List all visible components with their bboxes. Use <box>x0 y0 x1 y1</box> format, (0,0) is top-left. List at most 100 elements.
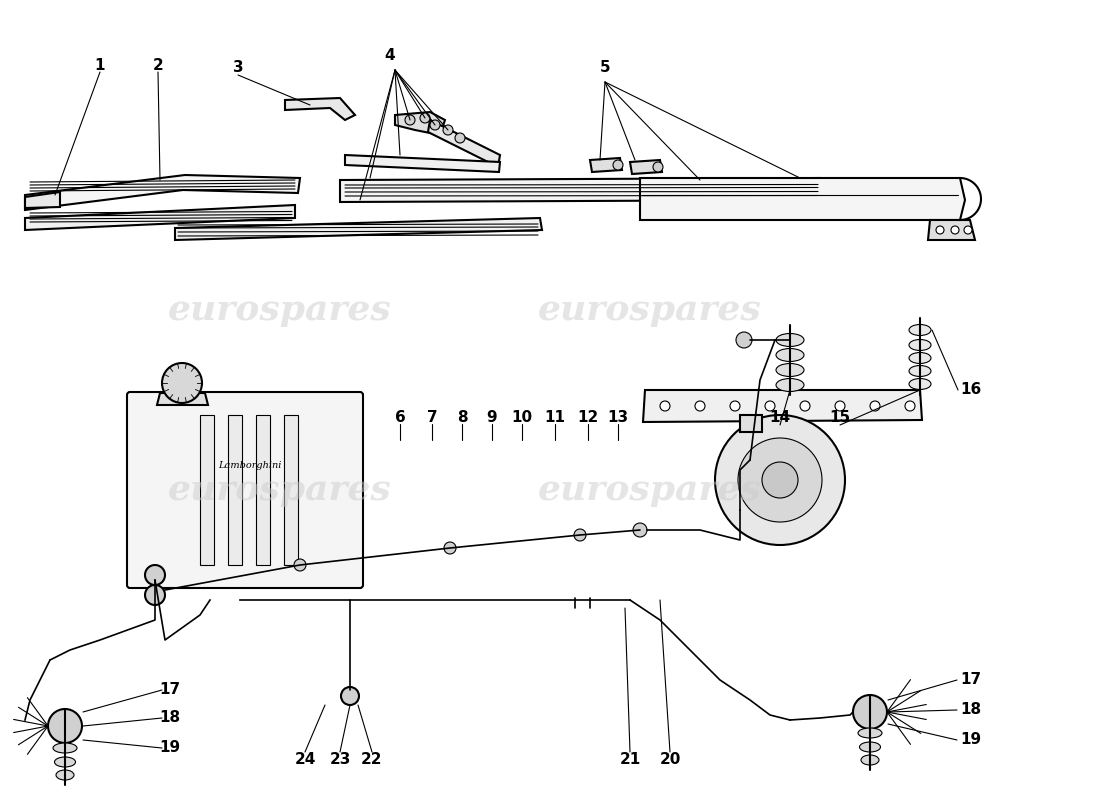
Polygon shape <box>157 393 208 405</box>
Polygon shape <box>395 112 446 135</box>
Circle shape <box>405 115 415 125</box>
Ellipse shape <box>909 339 931 350</box>
Circle shape <box>800 401 810 411</box>
Ellipse shape <box>56 770 74 780</box>
Circle shape <box>964 226 972 234</box>
Polygon shape <box>228 415 242 565</box>
Text: 19: 19 <box>160 741 180 755</box>
Circle shape <box>455 133 465 143</box>
Polygon shape <box>640 178 965 220</box>
Ellipse shape <box>776 378 804 391</box>
Circle shape <box>952 226 959 234</box>
Circle shape <box>430 120 440 130</box>
Text: 12: 12 <box>578 410 598 426</box>
Ellipse shape <box>861 755 879 765</box>
Polygon shape <box>175 218 542 240</box>
Text: 17: 17 <box>960 673 981 687</box>
Circle shape <box>715 415 845 545</box>
Polygon shape <box>256 415 270 565</box>
Ellipse shape <box>859 742 880 752</box>
Ellipse shape <box>776 363 804 377</box>
Circle shape <box>738 438 822 522</box>
Ellipse shape <box>53 743 77 753</box>
Text: 14: 14 <box>769 410 791 426</box>
Polygon shape <box>284 415 298 565</box>
Text: 18: 18 <box>960 702 981 718</box>
Polygon shape <box>25 192 60 208</box>
Circle shape <box>574 529 586 541</box>
Text: 15: 15 <box>829 410 850 426</box>
Text: 3: 3 <box>233 61 243 75</box>
Circle shape <box>341 687 359 705</box>
Text: 17: 17 <box>160 682 180 698</box>
Text: 9: 9 <box>486 410 497 426</box>
Circle shape <box>660 401 670 411</box>
Ellipse shape <box>909 353 931 363</box>
Ellipse shape <box>776 349 804 362</box>
Circle shape <box>145 585 165 605</box>
Text: 16: 16 <box>960 382 981 398</box>
Text: 5: 5 <box>600 61 610 75</box>
Circle shape <box>145 565 165 585</box>
Text: 6: 6 <box>395 410 406 426</box>
Text: 13: 13 <box>607 410 628 426</box>
Circle shape <box>444 542 456 554</box>
Circle shape <box>764 401 776 411</box>
Circle shape <box>736 332 752 348</box>
Text: 11: 11 <box>544 410 565 426</box>
Text: 20: 20 <box>659 753 681 767</box>
Polygon shape <box>630 160 662 174</box>
Text: eurospares: eurospares <box>538 473 762 507</box>
Ellipse shape <box>55 757 76 767</box>
Text: 4: 4 <box>385 47 395 62</box>
Ellipse shape <box>909 366 931 377</box>
Polygon shape <box>25 205 295 230</box>
Circle shape <box>905 401 915 411</box>
Text: eurospares: eurospares <box>168 293 392 327</box>
Circle shape <box>443 125 453 135</box>
Polygon shape <box>590 158 621 172</box>
Circle shape <box>420 113 430 123</box>
Text: 19: 19 <box>960 733 981 747</box>
Polygon shape <box>740 415 762 432</box>
Polygon shape <box>340 178 825 202</box>
Text: 8: 8 <box>456 410 468 426</box>
Ellipse shape <box>909 325 931 335</box>
Text: Lamborghini: Lamborghini <box>218 461 282 470</box>
Text: 1: 1 <box>95 58 106 73</box>
Polygon shape <box>200 415 214 565</box>
Circle shape <box>695 401 705 411</box>
Text: 24: 24 <box>295 753 316 767</box>
Ellipse shape <box>776 334 804 346</box>
Circle shape <box>653 162 663 172</box>
Circle shape <box>613 160 623 170</box>
Ellipse shape <box>909 378 931 390</box>
Circle shape <box>162 363 202 403</box>
Text: eurospares: eurospares <box>168 473 392 507</box>
Polygon shape <box>345 155 500 172</box>
Text: 10: 10 <box>512 410 532 426</box>
Polygon shape <box>428 120 501 167</box>
Circle shape <box>936 226 944 234</box>
Circle shape <box>835 401 845 411</box>
Text: 18: 18 <box>160 710 180 726</box>
Polygon shape <box>25 175 300 210</box>
Circle shape <box>730 401 740 411</box>
Text: 2: 2 <box>153 58 164 73</box>
Ellipse shape <box>858 728 882 738</box>
Circle shape <box>852 695 887 729</box>
Circle shape <box>294 559 306 571</box>
Text: 21: 21 <box>619 753 640 767</box>
Circle shape <box>48 709 82 743</box>
Polygon shape <box>285 98 355 120</box>
Circle shape <box>870 401 880 411</box>
Text: eurospares: eurospares <box>538 293 762 327</box>
FancyBboxPatch shape <box>126 392 363 588</box>
Circle shape <box>632 523 647 537</box>
Text: 7: 7 <box>427 410 438 426</box>
Polygon shape <box>644 390 922 422</box>
Text: 22: 22 <box>361 753 383 767</box>
Polygon shape <box>928 220 975 240</box>
Circle shape <box>762 462 798 498</box>
Text: 23: 23 <box>329 753 351 767</box>
